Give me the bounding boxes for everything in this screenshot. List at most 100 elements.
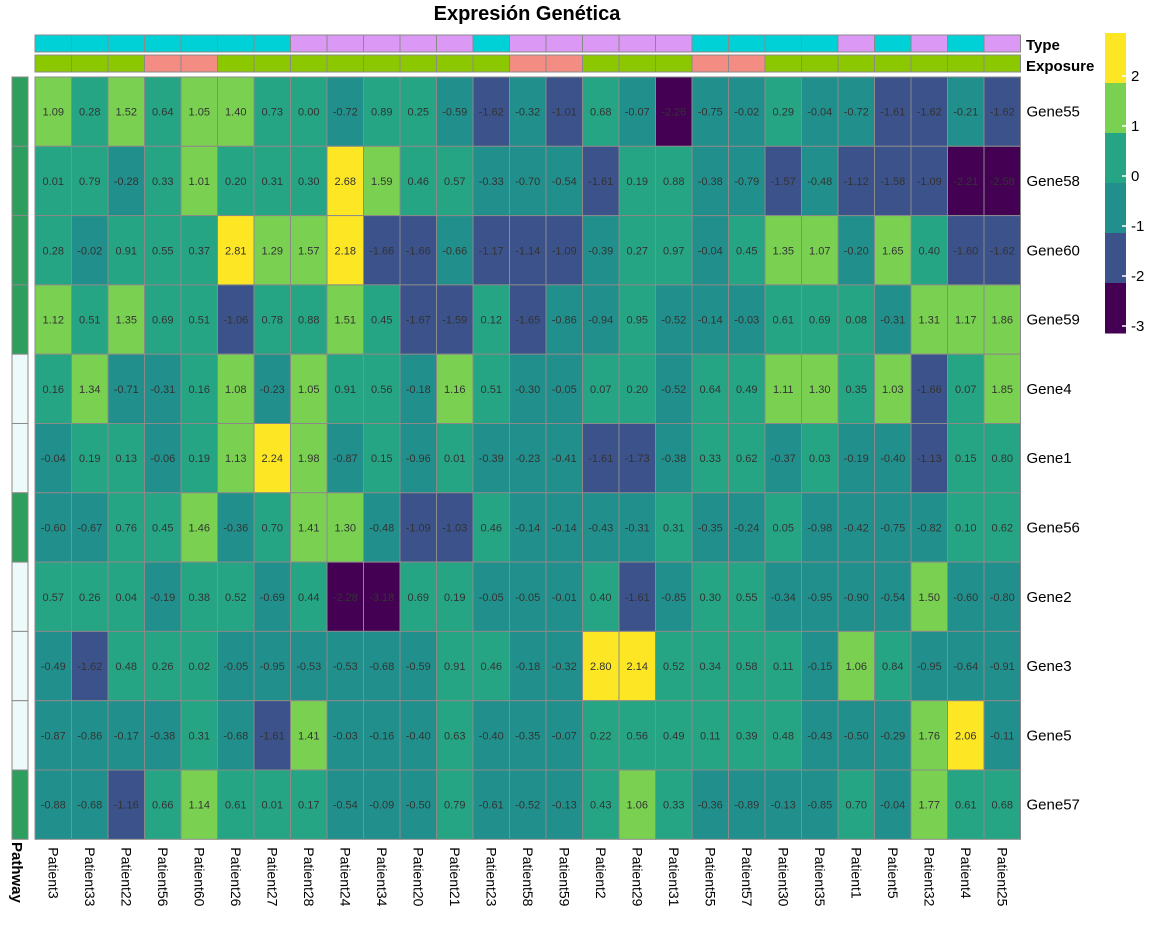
heatmap-cell — [545, 215, 583, 286]
heatmap-cell — [472, 700, 510, 771]
cell-value-label: 0.43 — [590, 800, 611, 812]
cell-value-label: 0.79 — [79, 176, 100, 188]
cell-value-label: 2.18 — [335, 245, 356, 257]
heatmap-cell — [655, 561, 693, 632]
heatmap-cell — [764, 353, 802, 425]
heatmap-cell — [144, 700, 182, 771]
cell-value-label: 1.51 — [335, 315, 356, 327]
legend-tick-label: -2 — [1131, 268, 1144, 285]
type-annotation-cell — [472, 34, 510, 53]
heatmap-cell — [691, 76, 729, 147]
type-annotation-cell — [910, 34, 948, 53]
heatmap-cell — [71, 284, 109, 355]
cell-value-label: -0.35 — [515, 730, 540, 742]
heatmap-cell — [71, 76, 109, 147]
cell-value-label: 1.13 — [225, 453, 246, 465]
cell-value-label: -0.38 — [150, 730, 175, 742]
heatmap-cell — [691, 561, 729, 632]
cell-value-label: 1.14 — [189, 800, 210, 812]
exposure-annotation-cell — [253, 54, 291, 73]
cell-value-label: -0.32 — [552, 661, 577, 673]
cell-value-label: 0.40 — [919, 245, 940, 257]
heatmap-cell — [144, 769, 182, 840]
cell-value-label: 2.24 — [262, 453, 283, 465]
heatmap-cell — [34, 769, 72, 840]
heatmap-cell — [71, 630, 109, 702]
heatmap-cell — [764, 769, 802, 840]
cell-value-label: 0.19 — [627, 176, 648, 188]
column-label: Patient4 — [958, 847, 974, 899]
cell-value-label: -0.06 — [150, 453, 175, 465]
cell-value-label: -0.19 — [844, 453, 869, 465]
heatmap-cell — [399, 353, 437, 425]
heatmap-cell — [180, 769, 218, 840]
heatmap-cell — [764, 492, 802, 563]
heatmap-cell — [363, 284, 401, 355]
cell-value-label: 1.17 — [955, 315, 976, 327]
heatmap-cell — [582, 700, 620, 771]
cell-value-label: -1.66 — [917, 384, 942, 396]
cell-value-label: -1.12 — [844, 176, 869, 188]
cell-value-label: -0.91 — [990, 661, 1015, 673]
heatmap-cell — [983, 492, 1021, 563]
type-annotation-cell — [728, 34, 766, 53]
cell-value-label: 2.68 — [335, 176, 356, 188]
heatmap-cell — [217, 492, 255, 563]
heatmap-cell — [107, 423, 145, 494]
cell-value-label: -0.94 — [588, 315, 613, 327]
cell-value-label: -0.01 — [552, 592, 577, 604]
cell-value-label: 0.16 — [189, 384, 210, 396]
heatmap-cell — [618, 492, 656, 563]
column-label: Patient3 — [45, 847, 61, 899]
exposure-annotation-cell — [71, 54, 109, 73]
cell-value-label: 1.41 — [298, 730, 319, 742]
heatmap-cell — [290, 76, 328, 147]
column-label: Patient23 — [483, 847, 499, 906]
exposure-annotation-cell — [290, 54, 328, 73]
heatmap-cell — [545, 700, 583, 771]
cell-value-label: -2.58 — [990, 176, 1015, 188]
cell-value-label: -0.14 — [698, 315, 723, 327]
heatmap-cell — [910, 561, 948, 632]
heatmap-cell — [691, 215, 729, 286]
cell-value-label: 0.56 — [371, 384, 392, 396]
cell-value-label: 0.52 — [663, 661, 684, 673]
cell-value-label: 0.91 — [444, 661, 465, 673]
cell-value-label: -1.67 — [406, 315, 431, 327]
cell-value-label: -1.61 — [260, 730, 285, 742]
cell-value-label: 0.88 — [663, 176, 684, 188]
row-label: Gene56 — [1027, 519, 1080, 536]
cell-value-label: -0.87 — [41, 730, 66, 742]
cell-value-label: 0.01 — [43, 176, 64, 188]
cell-value-label: 0.79 — [444, 800, 465, 812]
cell-value-label: 0.31 — [189, 730, 210, 742]
cell-value-label: 0.49 — [736, 384, 757, 396]
cell-value-label: -0.40 — [406, 730, 431, 742]
heatmap-cell — [801, 700, 839, 771]
cell-value-label: -0.96 — [406, 453, 431, 465]
row-labels: Gene55 Gene58 Gene60 Gene59 Gene4 Gene1 Gene56… — [1027, 104, 1080, 814]
cell-value-label: 0.13 — [116, 453, 137, 465]
cell-value-label: -1.61 — [588, 453, 613, 465]
column-label: Patient29 — [629, 847, 645, 906]
type-annotation-cell — [983, 34, 1021, 53]
heatmap-cell — [217, 630, 255, 702]
cell-value-label: 0.61 — [955, 800, 976, 812]
cell-value-label: -0.29 — [880, 730, 905, 742]
heatmap-cell — [34, 215, 72, 286]
cell-value-label: 1.34 — [79, 384, 100, 396]
cell-value-label: 0.61 — [225, 800, 246, 812]
heatmap-cell — [363, 353, 401, 425]
cell-value-label: 0.33 — [700, 453, 721, 465]
cell-value-label: -0.82 — [917, 522, 942, 534]
heatmap-cell — [399, 769, 437, 840]
heatmap-cell — [436, 423, 474, 494]
row-label: Gene59 — [1027, 312, 1080, 329]
cell-value-label: -0.36 — [223, 522, 248, 534]
row-label: Gene2 — [1027, 589, 1072, 606]
heatmap-cell — [728, 423, 766, 494]
cell-value-label: 0.62 — [992, 522, 1013, 534]
column-label: Patient35 — [812, 847, 828, 906]
cell-value-label: -0.86 — [77, 730, 102, 742]
heatmap-cell — [34, 145, 72, 217]
